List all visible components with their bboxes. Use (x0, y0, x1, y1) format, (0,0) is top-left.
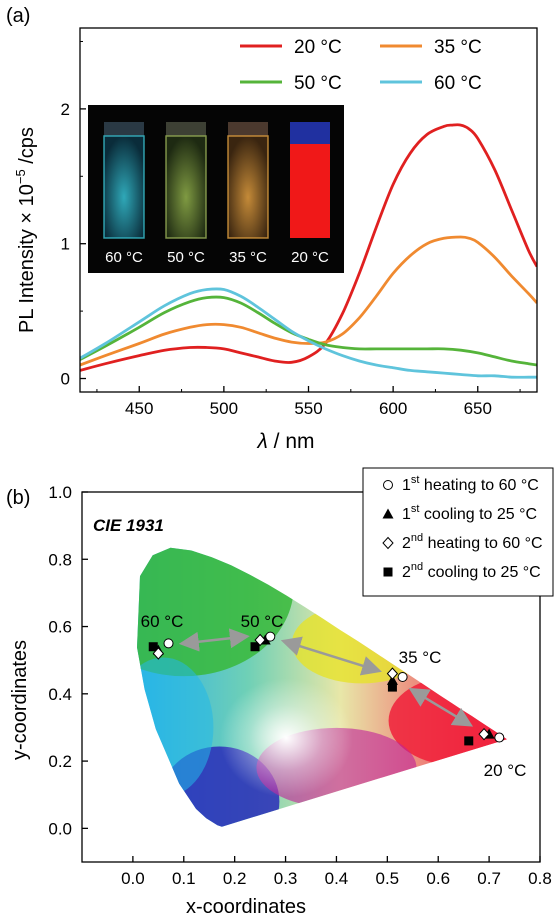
point-open-diamond-2 (254, 633, 266, 647)
x-axis-title: λ / nm (256, 430, 314, 453)
series-line-3 (80, 287, 537, 379)
point-open-circle-2 (265, 631, 276, 642)
legend-marker-1 (382, 508, 394, 519)
y-tick-label-b: 0.2 (48, 752, 72, 771)
series-line-2 (80, 295, 537, 367)
inset-photo: 60 °C 50 °C 35 °C 20 °C (88, 105, 344, 273)
x-tick-label: 650 (464, 399, 492, 418)
inset-label-35: 35 °C (229, 249, 267, 266)
cuvette-50 (165, 122, 207, 239)
legend-text-3: 2nd cooling to 25 °C (402, 561, 541, 581)
panel-a-label: (a) (6, 5, 30, 27)
x-tick-label-b: 0.1 (172, 869, 196, 888)
transition-arrow-1 (280, 636, 382, 676)
legend-marker-2 (382, 536, 394, 550)
legend-label-0: 20 °C (294, 37, 342, 58)
y-tick-label: 1 (61, 235, 70, 254)
temp-label-50: 50 °C (241, 612, 284, 631)
y-tick-label-b: 0.0 (48, 819, 72, 838)
point-open-diamond-3 (152, 647, 165, 660)
point-filled-square-3 (148, 642, 158, 652)
point-filled-square-1 (387, 682, 397, 692)
series-line-0 (80, 123, 537, 372)
series-line-1 (80, 235, 537, 367)
y-tick-label: 0 (61, 370, 70, 389)
x-axis-title-b: x-coordinates (186, 896, 306, 918)
x-tick-label-b: 0.8 (528, 869, 552, 888)
point-open-diamond-0 (478, 727, 490, 741)
point-open-circle-3 (163, 638, 174, 649)
panel-a-legend: 20 °C 35 °C 50 °C 60 °C (240, 37, 482, 94)
panel-a-axes: 450 500 550 600 650 0 1 2 (61, 27, 538, 418)
inset-label-50: 50 °C (167, 249, 205, 266)
transition-arrows (178, 628, 474, 727)
y-tick-label-b: 0.8 (48, 550, 72, 569)
cuvette-60 (103, 122, 145, 239)
y-tick-label: 2 (61, 100, 70, 119)
y-tick-label-b: 0.6 (48, 618, 72, 637)
legend-marker-0 (383, 480, 393, 490)
legend-label-3: 60 °C (434, 73, 482, 94)
legend-label-2: 50 °C (294, 73, 342, 94)
panel-b-cie: (b) 0.0 0.1 0.2 0.3 0.4 0.5 0.6 0.7 0.8 0.0 0.2 0.4… (6, 467, 554, 918)
temp-label-60: 60 °C (141, 612, 184, 631)
x-tick-label-b: 0.6 (426, 869, 450, 888)
cuvette-35 (227, 122, 269, 239)
y-axis-title-b: y-coordinates (9, 640, 31, 760)
point-open-diamond-1 (386, 667, 399, 680)
x-tick-label-b: 0.3 (274, 869, 298, 888)
legend-box (362, 467, 554, 597)
y-axis-title: PL Intensity × 10−5 /cps (13, 127, 38, 333)
transition-arrow-0 (178, 628, 250, 652)
panel-b-axes: 0.0 0.1 0.2 0.3 0.4 0.5 0.6 0.7 0.8 0.0 0.2 0.4 0.6 0… (48, 483, 551, 888)
x-tick-label: 600 (379, 399, 407, 418)
panel-b-label: (b) (6, 487, 30, 509)
point-filled-square-0 (464, 736, 474, 746)
legend-text-2: 2nd heating to 60 °C (402, 532, 543, 552)
legend-marker-3 (383, 567, 393, 577)
x-tick-label: 500 (210, 399, 238, 418)
plot-frame-b (81, 491, 541, 863)
x-tick-label: 450 (125, 399, 153, 418)
legend-text-0: 1st heating to 60 °C (402, 474, 539, 494)
temp-label-35: 35 °C (399, 648, 442, 667)
panel-a-series (80, 123, 537, 379)
legend-label-1: 35 °C (434, 37, 482, 58)
y-tick-label-b: 0.4 (48, 685, 72, 704)
point-open-circle-0 (494, 732, 505, 743)
cuvette-20 (290, 122, 330, 238)
transition-arrow-2 (408, 687, 474, 727)
x-tick-label-b: 0.0 (121, 869, 145, 888)
point-open-circle-1 (397, 672, 408, 682)
x-tick-label-b: 0.7 (477, 869, 501, 888)
x-tick-label: 550 (294, 399, 322, 418)
x-tick-label-b: 0.5 (376, 869, 400, 888)
point-filled-square-2 (250, 642, 260, 652)
inset-label-60: 60 °C (105, 249, 143, 266)
x-tick-label-b: 0.2 (223, 869, 247, 888)
panel-b-legend: 1st heating to 60 °C 1st cooling to 25 °C… (362, 467, 554, 597)
inset-label-20: 20 °C (291, 249, 329, 266)
x-tick-label-b: 0.4 (325, 869, 349, 888)
cie-label: CIE 1931 (93, 516, 164, 535)
legend-text-1: 1st cooling to 25 °C (402, 503, 537, 523)
y-tick-label-b: 1.0 (48, 483, 72, 502)
temp-label-20: 20 °C (484, 761, 527, 780)
panel-b-points (148, 631, 505, 746)
